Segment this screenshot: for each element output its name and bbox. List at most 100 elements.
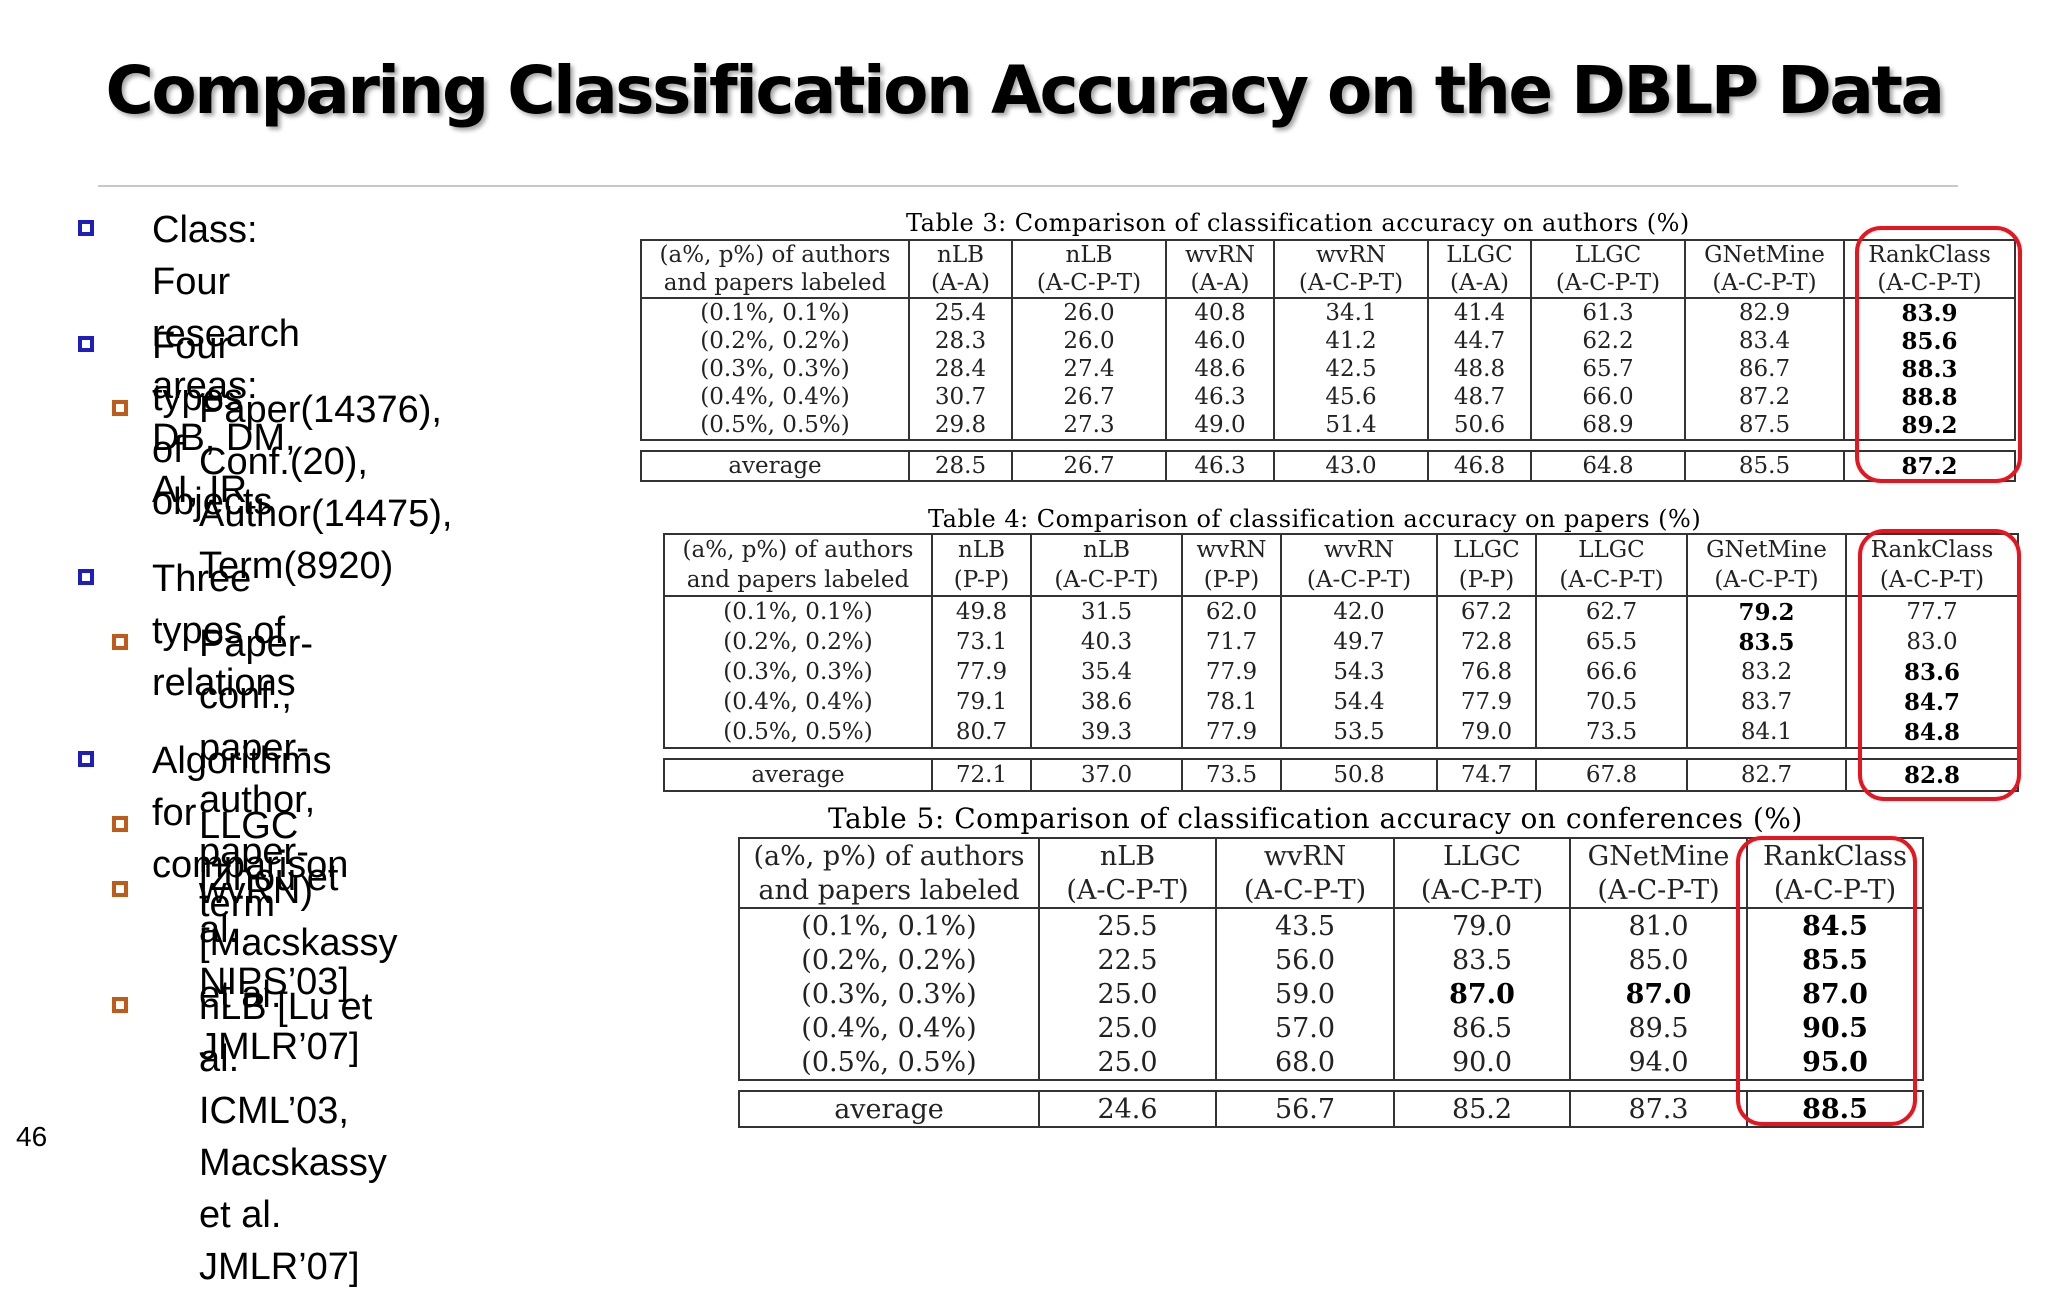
table-cell: 25.5: [1038, 908, 1217, 943]
table-cell: 54.4: [1280, 687, 1438, 717]
average-cell: 43.0: [1273, 450, 1429, 482]
row-label: (0.1%, 0.1%): [640, 298, 910, 327]
table-cell: 77.9: [1181, 657, 1282, 687]
row-header-line-1: (a%, p%) of authors: [663, 533, 933, 565]
square-bullet-icon: [78, 751, 94, 767]
bullet-item: Class: Four research areas: DB, DM, AI, …: [152, 209, 300, 511]
table-cell: 81.0: [1569, 908, 1748, 943]
square-sub-bullet-icon: [112, 816, 128, 832]
rankclass-highlight-t4: [1858, 529, 2021, 801]
table-cell: 49.0: [1165, 411, 1275, 441]
table-cell: 27.4: [1011, 355, 1167, 383]
row-label: (0.4%, 0.4%): [663, 687, 933, 717]
column-subheader: (A-C-P-T): [1011, 269, 1167, 299]
table-cell: 61.3: [1530, 298, 1686, 327]
column-subheader: (A-C-P-T): [1684, 269, 1845, 299]
average-cell: 82.7: [1686, 758, 1847, 792]
slide-title: Comparing Classification Accuracy on the…: [105, 52, 1946, 129]
sub-bullet-item: Paper-conf., paper- author, paper-term: [199, 623, 316, 925]
column-subheader: (A-A): [908, 269, 1013, 299]
table-cell: 26.0: [1011, 298, 1167, 327]
table-cell: 49.7: [1280, 627, 1438, 657]
average-cell: 28.5: [908, 450, 1013, 482]
bullet-item: Algorithms for comparison: [152, 740, 349, 886]
average-cell: 72.1: [931, 758, 1032, 792]
square-sub-bullet-icon: [112, 400, 128, 416]
table-cell: 25.0: [1038, 1045, 1217, 1081]
column-header: GNetMine: [1684, 239, 1845, 269]
row-label: (0.4%, 0.4%): [640, 383, 910, 411]
column-subheader: (A-C-P-T): [1030, 565, 1183, 597]
average-cell: 56.7: [1215, 1090, 1395, 1128]
table-cell: 90.0: [1393, 1045, 1571, 1081]
average-row: average 28.5 26.7 46.3 43.0 46.8 64.8 85.5 87.2: [640, 450, 2016, 482]
column-subheader: (A-C-P-T): [1686, 565, 1847, 597]
table-row: (0.1%, 0.1%) 25.5 43.5 79.0 81.0 84.5: [738, 908, 1924, 943]
average-cell: 46.3: [1165, 450, 1275, 482]
table-cell: 48.7: [1427, 383, 1532, 411]
column-header: wvRN: [1215, 837, 1395, 873]
row-label: (0.3%, 0.3%): [663, 657, 933, 687]
table-cell: 73.1: [931, 627, 1032, 657]
row-label: (0.5%, 0.5%): [738, 1045, 1040, 1081]
column-header: nLB: [931, 533, 1032, 565]
row-label: (0.4%, 0.4%): [738, 1011, 1040, 1045]
table-cell: 87.0: [1746, 977, 1924, 1011]
column-subheader: (P-P): [1181, 565, 1282, 597]
table-cell: 87.0: [1393, 977, 1571, 1011]
bullet-item: Three types of relations: [152, 558, 296, 704]
sub-bullet-item: LLGC [Zhou et al. NIPS’03]: [199, 805, 349, 1003]
table-cell: 54.3: [1280, 657, 1438, 687]
row-label: (0.3%, 0.3%): [640, 355, 910, 383]
table-cell: 48.8: [1427, 355, 1532, 383]
column-subheader: (A-C-P-T): [1746, 873, 1924, 909]
table-cell: 79.0: [1436, 717, 1537, 749]
rankclass-highlight-t3: [1855, 226, 2022, 483]
table-cell: 35.4: [1030, 657, 1183, 687]
column-subheader: (A-C-P-T): [1535, 565, 1688, 597]
table-cell: 34.1: [1273, 298, 1429, 327]
table-row: (0.5%, 0.5%) 80.7 39.3 77.9 53.5 79.0 73.5 84.1…: [663, 717, 2019, 749]
average-label: average: [663, 758, 933, 792]
column-subheader: (A-C-P-T): [1273, 269, 1429, 299]
average-cell: 67.8: [1535, 758, 1688, 792]
table-cell: 50.6: [1427, 411, 1532, 441]
square-bullet-icon: [78, 336, 94, 352]
table-cell: 90.5: [1746, 1011, 1924, 1045]
table-cell: 59.0: [1215, 977, 1395, 1011]
column-header: nLB: [1030, 533, 1183, 565]
column-header: nLB: [908, 239, 1013, 269]
table-cell: 94.0: [1569, 1045, 1748, 1081]
table-row: (0.4%, 0.4%) 30.7 26.7 46.3 45.6 48.7 66.0 87.2…: [640, 383, 2016, 411]
column-header: GNetMine: [1686, 533, 1847, 565]
table-cell: 89.5: [1569, 1011, 1748, 1045]
sub-bullet-item: Paper(14376), Conf.(20), Author(14475), …: [199, 389, 453, 587]
table-cell: 83.4: [1684, 327, 1845, 355]
table-cell: 84.1: [1686, 717, 1847, 749]
table-5-caption: Table 5: Comparison of classification ac…: [828, 802, 1803, 835]
row-label: (0.2%, 0.2%): [663, 627, 933, 657]
column-subheader: (A-C-P-T): [1530, 269, 1686, 299]
table-cell: 85.6: [1843, 327, 2016, 355]
table-cell: 79.0: [1393, 908, 1571, 943]
row-label: (0.1%, 0.1%): [663, 596, 933, 627]
column-subheader: (P-P): [931, 565, 1032, 597]
table-row: (0.3%, 0.3%) 28.4 27.4 48.6 42.5 48.8 65.7 86.7…: [640, 355, 2016, 383]
table-cell: 53.5: [1280, 717, 1438, 749]
table-cell: 62.0: [1181, 596, 1282, 627]
table-cell: 65.7: [1530, 355, 1686, 383]
table-row: (0.5%, 0.5%) 29.8 27.3 49.0 51.4 50.6 68.9 87.5…: [640, 411, 2016, 441]
column-subheader: (A-C-P-T): [1038, 873, 1217, 909]
table-cell: 26.0: [1011, 327, 1167, 355]
table-row: (0.4%, 0.4%) 25.0 57.0 86.5 89.5 90.5: [738, 1011, 1924, 1045]
table-cell: 86.5: [1393, 1011, 1571, 1045]
table-row: (0.5%, 0.5%) 25.0 68.0 90.0 94.0 95.0: [738, 1045, 1924, 1081]
table-cell: 42.0: [1280, 596, 1438, 627]
rankclass-highlight-t5: [1736, 836, 1917, 1126]
table-cell: 66.6: [1535, 657, 1688, 687]
table-cell: 83.5: [1686, 627, 1847, 657]
table-cell: 84.7: [1845, 687, 2019, 717]
table-cell: 62.7: [1535, 596, 1688, 627]
table-cell: 84.8: [1845, 717, 2019, 749]
table-4: (a%, p%) of authors nLB nLB wvRN wvRN LLGC LLG…: [663, 533, 2019, 792]
